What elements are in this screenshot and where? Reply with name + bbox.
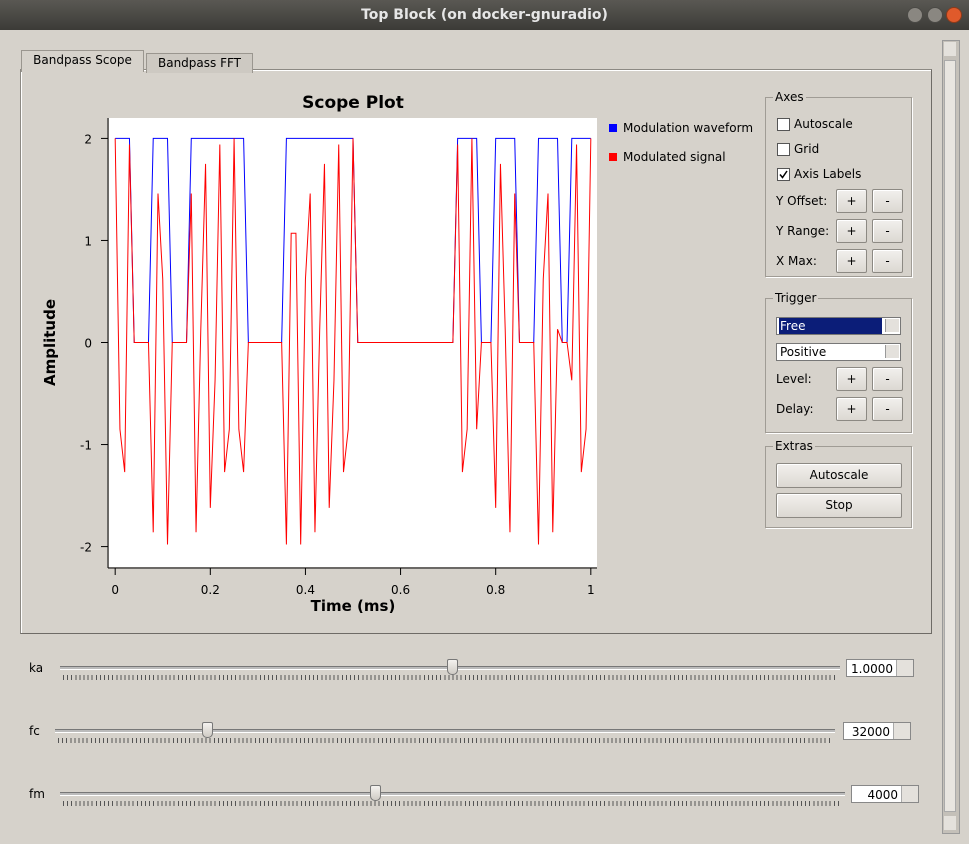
- extras-group: [765, 446, 912, 528]
- slider-label: fc: [29, 724, 40, 738]
- slider-label: ka: [29, 661, 44, 675]
- scroll-thumb[interactable]: [944, 60, 956, 812]
- x-tick-label: 0.2: [201, 583, 220, 597]
- slider-thumb[interactable]: [370, 785, 381, 801]
- trigger-slope-select[interactable]: Positive: [776, 343, 901, 361]
- step-button[interactable]: +: [836, 397, 867, 421]
- checkbox-label: Grid: [794, 142, 820, 156]
- row-label: Y Range:: [776, 224, 830, 238]
- spin-buttons[interactable]: [901, 786, 918, 802]
- spin-buttons[interactable]: [893, 723, 910, 739]
- close-button[interactable]: [946, 7, 962, 23]
- step-button[interactable]: -: [872, 219, 903, 243]
- y-tick-label: -2: [80, 541, 92, 555]
- step-button[interactable]: -: [872, 367, 903, 391]
- x-axis-label: Time (ms): [311, 597, 396, 615]
- select-value: Free: [779, 318, 882, 334]
- tab-panel: [20, 69, 932, 634]
- scroll-up[interactable]: [944, 42, 956, 56]
- tab[interactable]: Bandpass FFT: [146, 53, 253, 73]
- legend-label: Modulated signal: [623, 150, 726, 164]
- checkbox[interactable]: [777, 143, 790, 156]
- group-title: Axes: [773, 90, 806, 104]
- x-tick-label: 0: [111, 583, 119, 597]
- slider-ticks: [58, 738, 832, 743]
- axes-group: [765, 97, 912, 277]
- group-title: Extras: [773, 439, 815, 453]
- scope-chart: Scope Plot Time (ms) Amplitude -2 -1 0 1 2 0 0.2 0…: [41, 93, 753, 615]
- slider-label: fm: [29, 787, 45, 801]
- window-title: Top Block (on docker-gnuradio): [361, 7, 608, 23]
- slider-thumb[interactable]: [202, 722, 213, 738]
- y-tick-label: 1: [84, 234, 92, 248]
- select-value: Positive: [780, 345, 827, 359]
- legend-swatch: [609, 153, 617, 161]
- slider-ticks: [63, 801, 842, 806]
- y-tick-label: 0: [84, 337, 92, 351]
- row-label: Y Offset:: [776, 194, 828, 208]
- row-label: Level:: [776, 372, 812, 386]
- slider-thumb[interactable]: [447, 659, 458, 675]
- step-button[interactable]: +: [836, 219, 867, 243]
- y-axis-label: Amplitude: [41, 299, 59, 386]
- step-button[interactable]: +: [836, 367, 867, 391]
- step-button[interactable]: -: [872, 249, 903, 273]
- spinbox[interactable]: 32000: [843, 722, 911, 740]
- row-label: X Max:: [776, 254, 817, 268]
- trigger-mode-select[interactable]: Free: [776, 317, 901, 335]
- step-button[interactable]: -: [872, 189, 903, 213]
- slider-track[interactable]: [55, 729, 835, 733]
- step-button[interactable]: +: [836, 189, 867, 213]
- trigger-group: [765, 298, 912, 433]
- legend-swatch: [609, 124, 617, 132]
- checkbox-label: Axis Labels: [794, 167, 862, 181]
- spinbox-value: 32000: [851, 725, 890, 739]
- x-tick-label: 0.6: [391, 583, 410, 597]
- spin-buttons[interactable]: [896, 660, 913, 676]
- spinbox[interactable]: 1.0000: [846, 659, 914, 677]
- data-line: [114, 138, 592, 545]
- checkbox-label: Autoscale: [794, 117, 853, 131]
- legend-label: Modulation waveform: [623, 121, 753, 135]
- row-label: Delay:: [776, 402, 814, 416]
- spinbox[interactable]: 4000: [851, 785, 919, 803]
- chart-title: Scope Plot: [302, 93, 404, 113]
- slider-track[interactable]: [60, 792, 845, 796]
- stop-button[interactable]: Stop: [776, 493, 902, 518]
- step-button[interactable]: -: [872, 397, 903, 421]
- maximize-button[interactable]: [927, 7, 943, 23]
- minimize-button[interactable]: [907, 7, 923, 23]
- autoscale-button[interactable]: Autoscale: [776, 463, 902, 488]
- spinbox-value: 4000: [867, 788, 898, 802]
- x-tick-label: 1: [587, 583, 595, 597]
- x-tick-label: 0.8: [486, 583, 505, 597]
- slider-ticks: [63, 675, 837, 680]
- checkbox[interactable]: [777, 168, 790, 181]
- x-tick-label: 0.4: [296, 583, 315, 597]
- y-tick-label: 2: [84, 132, 92, 146]
- group-title: Trigger: [773, 291, 819, 305]
- y-tick-label: -1: [80, 439, 92, 453]
- spinbox-value: 1.0000: [851, 662, 893, 676]
- title-bar: Top Block (on docker-gnuradio): [0, 0, 969, 30]
- tab[interactable]: Bandpass Scope: [21, 50, 144, 72]
- checkbox[interactable]: [777, 118, 790, 131]
- scroll-down[interactable]: [944, 816, 956, 830]
- step-button[interactable]: +: [836, 249, 867, 273]
